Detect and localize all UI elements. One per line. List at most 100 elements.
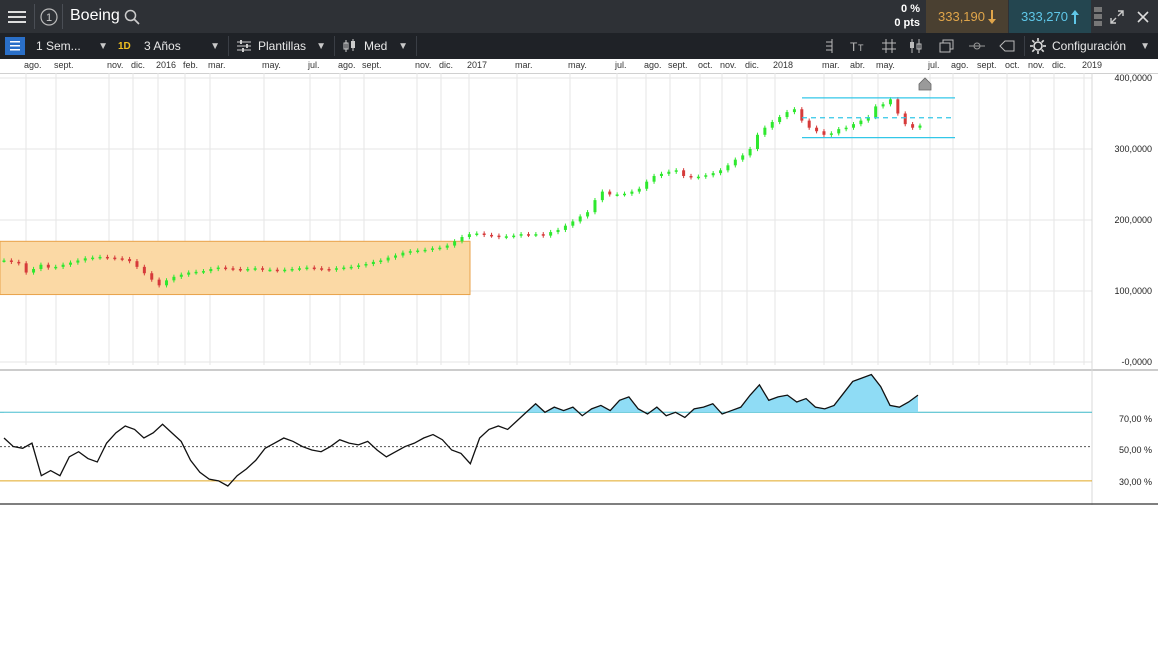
candle-body xyxy=(128,259,132,262)
tag-icon[interactable] xyxy=(996,33,1018,59)
interval-dropdown[interactable]: 1 Sem... ▼ xyxy=(36,33,108,59)
time-axis-label: 2016 xyxy=(156,60,177,70)
time-axis: ago. sept. nov. dic. 2016 feb. mar. may. jul. ago… xyxy=(0,59,1158,74)
time-axis-label: jul. xyxy=(308,60,320,70)
timeframe-badge-label: 1D xyxy=(118,40,131,52)
sell-price: 333,190 xyxy=(938,9,985,24)
candle-body xyxy=(829,133,833,135)
price-scale-icon[interactable] xyxy=(818,33,840,59)
alert-marker-icon xyxy=(918,77,932,91)
candle-body xyxy=(689,175,693,178)
candle-body xyxy=(113,257,117,260)
candle-body xyxy=(696,176,700,179)
time-axis-label: sept. xyxy=(54,60,74,70)
candle-body xyxy=(563,225,567,230)
panel-grip-icon[interactable] xyxy=(1091,0,1105,33)
candle-body xyxy=(290,268,294,271)
close-icon[interactable] xyxy=(1131,0,1155,33)
candle-body xyxy=(593,200,597,213)
candle-body xyxy=(9,260,13,262)
candle-body xyxy=(888,99,892,105)
time-axis-label: mar. xyxy=(208,60,226,70)
candle-body xyxy=(859,120,863,125)
candle-body xyxy=(615,194,619,196)
divider xyxy=(1024,36,1025,56)
candle-body xyxy=(320,268,324,270)
indicators-icon[interactable] xyxy=(906,33,928,59)
menu-icon[interactable] xyxy=(0,0,34,33)
candle-body xyxy=(659,173,663,176)
instrument-title[interactable]: Boeing xyxy=(70,7,120,24)
candle-body xyxy=(135,261,139,267)
candle-body xyxy=(179,274,183,277)
candle-body xyxy=(608,191,612,195)
candle-body xyxy=(423,249,427,252)
time-axis-label: ago. xyxy=(951,60,969,70)
candle-body xyxy=(549,232,553,236)
change-percent: 0 % xyxy=(901,3,920,15)
chart-canvas[interactable] xyxy=(0,73,1158,506)
candle-body xyxy=(364,264,368,266)
candle-body xyxy=(778,117,782,123)
layers-icon[interactable] xyxy=(936,33,958,59)
candle-body xyxy=(68,262,72,265)
candle-body xyxy=(453,241,457,246)
divider xyxy=(334,36,335,56)
time-axis-label: nov. xyxy=(720,60,737,70)
candle-body xyxy=(416,250,420,253)
time-axis-label: 2017 xyxy=(467,60,488,70)
divider xyxy=(416,36,417,56)
buy-button[interactable]: 333,270 xyxy=(1009,0,1091,33)
candle-body xyxy=(733,159,737,166)
candlestick-icon xyxy=(343,39,355,52)
time-axis-label: mar. xyxy=(822,60,840,70)
divider xyxy=(228,36,229,56)
candle-body xyxy=(157,279,161,286)
candle-body xyxy=(881,104,885,107)
candle-body xyxy=(467,234,471,238)
candle-body xyxy=(83,258,87,261)
candle-body xyxy=(874,106,878,118)
time-axis-label: sept. xyxy=(668,60,688,70)
time-axis-label: feb. xyxy=(183,60,199,70)
svg-text:T: T xyxy=(850,40,858,53)
range-dropdown[interactable]: 3 Años ▼ xyxy=(144,33,220,59)
time-axis-label: ago. xyxy=(644,60,662,70)
price-tick-label: 200,0000 xyxy=(1114,215,1152,225)
search-icon[interactable] xyxy=(122,0,142,33)
candle-body xyxy=(253,268,257,270)
list-view-icon[interactable] xyxy=(4,33,26,59)
time-axis-label: sept. xyxy=(362,60,382,70)
candle-body xyxy=(541,234,545,236)
info-icon[interactable]: 1 xyxy=(36,0,62,33)
candle-body xyxy=(800,109,804,121)
chart-toolbar: 1 Sem... ▼ 1D 3 Años ▼ Plantillas ▼ Med … xyxy=(0,33,1158,59)
rsi-tick-label: 70,00 % xyxy=(1118,414,1152,424)
candle-body xyxy=(534,234,538,236)
candle-body xyxy=(371,261,375,265)
templates-dropdown[interactable]: Plantillas ▼ xyxy=(236,33,326,59)
candle-body xyxy=(283,269,287,272)
chevron-down-icon: ▼ xyxy=(98,40,108,52)
candle-body xyxy=(268,269,272,272)
settings-dropdown[interactable]: Configuración ▼ xyxy=(1030,33,1150,59)
candle-body xyxy=(54,266,58,269)
sell-button[interactable]: 333,190 xyxy=(926,0,1008,33)
time-axis-label: may. xyxy=(262,60,281,70)
candle-body xyxy=(261,268,265,270)
highlight-zone xyxy=(0,240,471,296)
candle-body xyxy=(342,267,346,270)
candle-body xyxy=(312,267,316,270)
candle-body xyxy=(741,155,745,160)
chart-type-dropdown[interactable]: Med ▼ xyxy=(342,33,408,59)
candle-body xyxy=(704,175,708,177)
crosshair-icon[interactable] xyxy=(966,33,988,59)
grid-icon[interactable] xyxy=(878,33,900,59)
time-axis-label: dic. xyxy=(439,60,454,70)
price-tick-label: 400,0000 xyxy=(1114,73,1152,83)
candle-body xyxy=(674,170,678,172)
expand-icon[interactable] xyxy=(1105,0,1129,33)
candle-body xyxy=(98,256,102,259)
time-axis-label: may. xyxy=(568,60,587,70)
